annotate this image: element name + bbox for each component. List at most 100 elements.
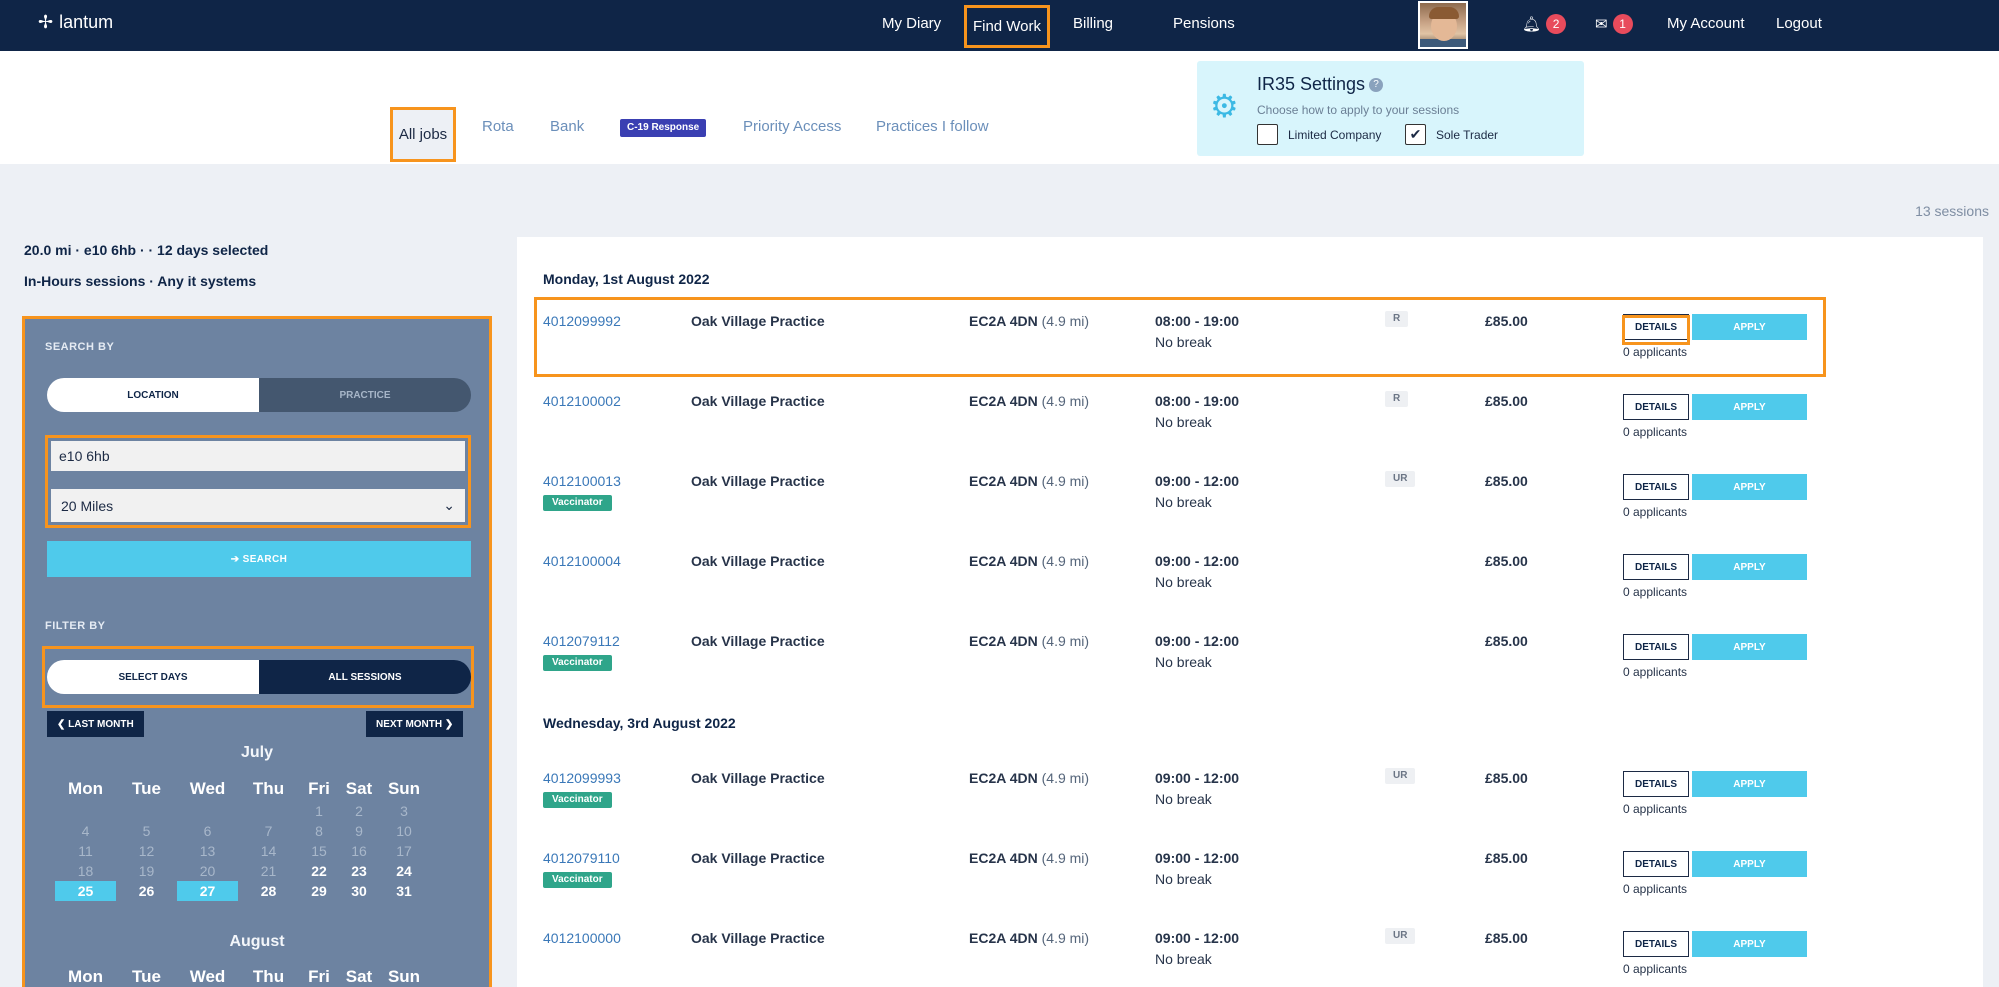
weekday-label: Sat bbox=[345, 967, 373, 986]
session-id-link[interactable]: 4012100000 bbox=[543, 930, 621, 946]
lantum-star-icon: ✢ bbox=[38, 12, 54, 32]
tab-priority-access[interactable]: Priority Access bbox=[743, 118, 842, 135]
sole-trader-checkbox[interactable]: ✔ bbox=[1405, 124, 1426, 145]
location-search-group: 20 Miles ⌄ bbox=[45, 435, 471, 528]
vaccinator-badge: Vaccinator bbox=[543, 792, 612, 808]
calendar-day: 21 bbox=[260, 863, 277, 879]
practice-name: Oak Village Practice bbox=[691, 553, 825, 569]
tab-all-jobs[interactable]: All jobs bbox=[390, 107, 456, 162]
calendar-day: 11 bbox=[78, 843, 93, 859]
session-row: 4012100004 Oak Village Practice EC2A 4DN (… bbox=[517, 545, 1983, 625]
location-toggle[interactable]: LOCATION bbox=[47, 378, 259, 412]
calendar-day[interactable]: 23 bbox=[351, 863, 367, 879]
user-avatar[interactable] bbox=[1418, 1, 1468, 49]
nav-logout[interactable]: Logout bbox=[1776, 15, 1822, 32]
radius-select[interactable]: 20 Miles ⌄ bbox=[51, 489, 465, 522]
sole-trader-option[interactable]: ✔ Sole Trader bbox=[1405, 124, 1498, 145]
apply-button[interactable]: APPLY bbox=[1692, 771, 1807, 797]
calendar-day: 2 bbox=[355, 803, 363, 819]
calendar-day[interactable]: 31 bbox=[396, 883, 412, 899]
session-id-link[interactable]: 4012100002 bbox=[543, 393, 621, 409]
session-time: 09:00 - 12:00 bbox=[1155, 473, 1240, 489]
apply-button[interactable]: APPLY bbox=[1692, 634, 1807, 660]
calendar-day[interactable]: 30 bbox=[351, 883, 367, 899]
weekday-label: Fri bbox=[308, 779, 330, 798]
date-header: Wednesday, 3rd August 2022 bbox=[543, 715, 736, 731]
last-month-button[interactable]: ❮ LAST MONTH bbox=[47, 711, 144, 737]
apply-button[interactable]: APPLY bbox=[1692, 931, 1807, 957]
session-time: 09:00 - 12:00 bbox=[1155, 930, 1240, 946]
apply-button[interactable]: APPLY bbox=[1692, 851, 1807, 877]
apply-button[interactable]: APPLY bbox=[1692, 314, 1807, 340]
session-location: EC2A 4DN (4.9 mi) bbox=[969, 473, 1090, 489]
top-navbar: ✢ lantum My Diary Find Work Billing Pens… bbox=[0, 0, 1999, 51]
session-location: EC2A 4DN (4.9 mi) bbox=[969, 393, 1090, 409]
sessions-count: 13 sessions bbox=[1915, 203, 1989, 219]
search-button[interactable]: ➔ SEARCH bbox=[47, 541, 471, 577]
tab-rota[interactable]: Rota bbox=[482, 118, 514, 135]
session-id-link[interactable]: 4012079110 bbox=[543, 850, 620, 866]
session-id-link[interactable]: 4012079112 bbox=[543, 633, 620, 649]
nav-my-account[interactable]: My Account bbox=[1667, 15, 1745, 32]
calendar-day[interactable]: 25 bbox=[55, 881, 116, 901]
details-button[interactable]: DETAILS bbox=[1623, 314, 1689, 340]
details-button[interactable]: DETAILS bbox=[1623, 634, 1689, 660]
help-icon[interactable]: ? bbox=[1369, 78, 1384, 93]
notifications-button[interactable]: 🔔︎ 2 bbox=[1522, 14, 1567, 34]
all-sessions-toggle[interactable]: ALL SESSIONS bbox=[259, 660, 471, 694]
details-button[interactable]: DETAILS bbox=[1623, 474, 1689, 500]
calendar-day: 12 bbox=[138, 843, 155, 859]
limited-company-option[interactable]: Limited Company bbox=[1257, 124, 1381, 145]
weekday-label: Thu bbox=[252, 779, 285, 798]
gear-icon: ⚙ bbox=[1210, 88, 1239, 124]
tab-c19-response[interactable]: C-19 Response bbox=[620, 119, 707, 137]
filter-summary: In-Hours sessions · Any it systems bbox=[24, 273, 257, 289]
apply-button[interactable]: APPLY bbox=[1692, 394, 1807, 420]
nav-my-diary[interactable]: My Diary bbox=[882, 15, 942, 32]
apply-button[interactable]: APPLY bbox=[1692, 474, 1807, 500]
session-time: 08:00 - 19:00 bbox=[1155, 393, 1240, 409]
practice-toggle[interactable]: PRACTICE bbox=[259, 378, 471, 412]
calendar-day[interactable]: 27 bbox=[177, 881, 238, 901]
calendar-day: 20 bbox=[199, 863, 216, 879]
session-id-link[interactable]: 4012100013 bbox=[543, 473, 621, 489]
session-time: 09:00 - 12:00 bbox=[1155, 850, 1240, 866]
applicants-count: 0 applicants bbox=[1623, 882, 1688, 896]
messages-button[interactable]: ✉ 1 bbox=[1595, 14, 1633, 34]
apply-button[interactable]: APPLY bbox=[1692, 554, 1807, 580]
calendar-day[interactable]: 28 bbox=[260, 883, 277, 899]
location-input[interactable] bbox=[51, 441, 465, 471]
calendar-day[interactable]: 22 bbox=[311, 863, 327, 879]
details-button[interactable]: DETAILS bbox=[1623, 394, 1689, 420]
applicants-count: 0 applicants bbox=[1623, 802, 1688, 816]
brand-logo[interactable]: ✢ lantum bbox=[38, 12, 113, 33]
bell-icon: 🔔︎ bbox=[1522, 16, 1542, 33]
nav-billing[interactable]: Billing bbox=[1073, 15, 1114, 32]
select-days-toggle[interactable]: SELECT DAYS bbox=[47, 660, 259, 694]
session-tag: UR bbox=[1385, 928, 1416, 944]
next-month-button[interactable]: NEXT MONTH ❯ bbox=[366, 711, 464, 737]
weekday-label: Fri bbox=[308, 967, 330, 986]
calendar-empty bbox=[55, 801, 116, 821]
tab-bank[interactable]: Bank bbox=[550, 118, 585, 135]
filter-by-label: FILTER BY bbox=[45, 620, 106, 632]
details-button[interactable]: DETAILS bbox=[1623, 931, 1689, 957]
calendar-day[interactable]: 24 bbox=[396, 863, 412, 879]
details-button[interactable]: DETAILS bbox=[1623, 554, 1689, 580]
session-break: No break bbox=[1155, 334, 1212, 350]
tab-practices-follow[interactable]: Practices I follow bbox=[876, 118, 989, 135]
nav-pensions[interactable]: Pensions bbox=[1173, 15, 1235, 32]
applicants-count: 0 applicants bbox=[1623, 345, 1688, 359]
details-button[interactable]: DETAILS bbox=[1623, 851, 1689, 877]
chevron-down-icon: ⌄ bbox=[443, 497, 455, 513]
limited-company-checkbox[interactable] bbox=[1257, 124, 1278, 145]
session-id-link[interactable]: 4012099993 bbox=[543, 770, 621, 786]
nav-find-work[interactable]: Find Work bbox=[964, 5, 1050, 48]
calendar-day[interactable]: 29 bbox=[311, 883, 327, 899]
calendar-day: 7 bbox=[264, 823, 273, 839]
session-id-link[interactable]: 4012100004 bbox=[543, 553, 621, 569]
calendar-day[interactable]: 26 bbox=[138, 883, 155, 899]
session-id-link[interactable]: 4012099992 bbox=[543, 313, 621, 329]
weekday-label: Sun bbox=[387, 967, 421, 986]
details-button[interactable]: DETAILS bbox=[1623, 771, 1689, 797]
